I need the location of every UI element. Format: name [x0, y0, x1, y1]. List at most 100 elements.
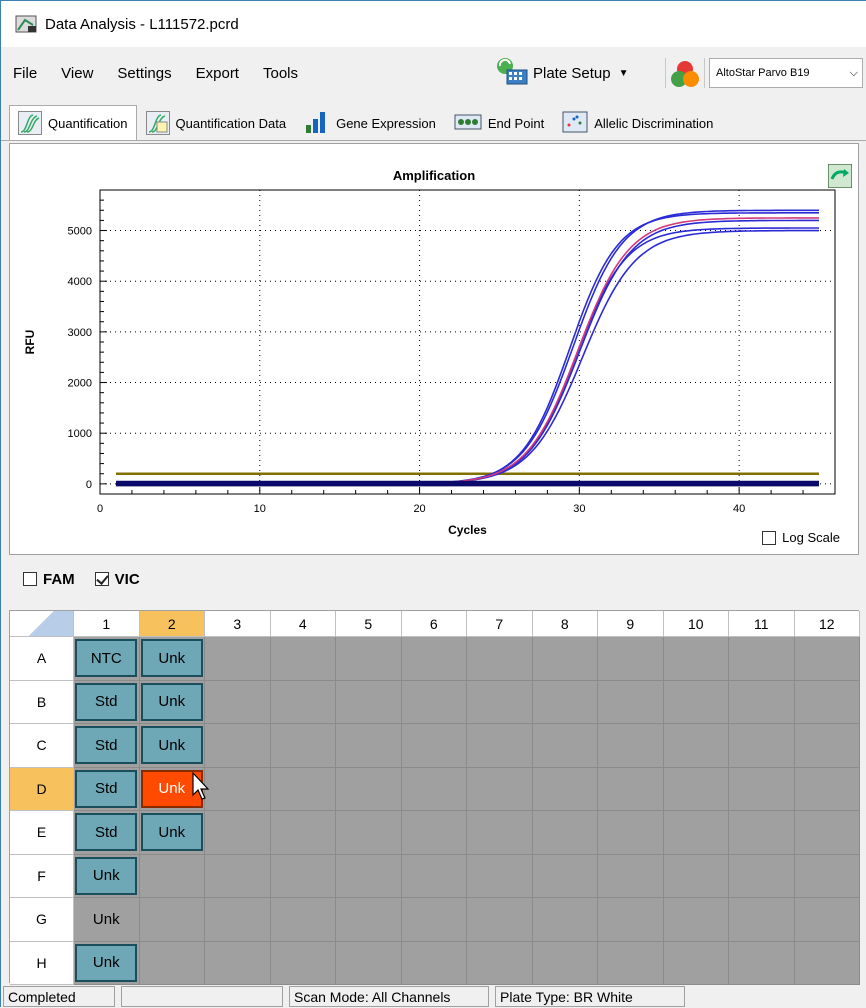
plate-well[interactable]	[532, 724, 598, 768]
column-header[interactable]: 9	[598, 611, 664, 637]
plate-well[interactable]	[794, 941, 860, 985]
plate-well[interactable]	[729, 898, 795, 942]
column-header[interactable]: 10	[663, 611, 729, 637]
tab-gene-expression[interactable]: Gene Expression	[295, 106, 445, 140]
plate-well[interactable]	[729, 680, 795, 724]
plate-well[interactable]	[663, 767, 729, 811]
tab-end-point[interactable]: End Point	[445, 106, 553, 140]
plate-well[interactable]	[663, 898, 729, 942]
plate-well[interactable]	[729, 854, 795, 898]
plate-well[interactable]: Unk	[139, 680, 205, 724]
plate-well[interactable]	[139, 898, 205, 942]
plate-well[interactable]	[663, 637, 729, 681]
plate-setup-button[interactable]: Plate Setup ▼	[495, 57, 628, 89]
column-header[interactable]: 1	[74, 611, 140, 637]
plate-well[interactable]	[598, 724, 664, 768]
tab-allelic-discrimination[interactable]: Allelic Discrimination	[553, 106, 722, 140]
plate-well[interactable]	[401, 724, 467, 768]
plate-well[interactable]	[794, 637, 860, 681]
plate-well[interactable]	[270, 724, 336, 768]
plate-well[interactable]	[336, 854, 402, 898]
chart-zoom-button[interactable]	[828, 164, 852, 188]
plate-well[interactable]	[467, 767, 533, 811]
plate-well[interactable]	[401, 680, 467, 724]
plate-well[interactable]	[532, 941, 598, 985]
column-header[interactable]: 5	[336, 611, 402, 637]
plate-well[interactable]	[729, 941, 795, 985]
menu-settings[interactable]: Settings	[117, 64, 172, 82]
plate-well[interactable]: Unk	[74, 898, 140, 942]
plate-well[interactable]	[467, 637, 533, 681]
plate-well[interactable]	[729, 811, 795, 855]
plate-well[interactable]	[598, 941, 664, 985]
tab-quantification[interactable]: Quantification	[9, 105, 137, 140]
tab-quantification-data[interactable]: Quantification Data	[137, 106, 296, 140]
plate-well[interactable]	[401, 898, 467, 942]
row-header[interactable]: A	[10, 637, 74, 681]
plate-well[interactable]: Unk	[139, 811, 205, 855]
plate-well[interactable]: Unk	[139, 637, 205, 681]
plate-well[interactable]	[401, 767, 467, 811]
column-header[interactable]: 3	[205, 611, 271, 637]
plate-well[interactable]	[794, 680, 860, 724]
plate-well[interactable]	[663, 680, 729, 724]
plate-well[interactable]	[467, 854, 533, 898]
plate-well[interactable]: Unk	[74, 941, 140, 985]
chevron-down-icon[interactable]: ▼	[618, 67, 629, 79]
plate-well[interactable]	[270, 941, 336, 985]
plate-well[interactable]: NTC	[74, 637, 140, 681]
plate-well[interactable]	[205, 767, 271, 811]
menu-export[interactable]: Export	[195, 64, 239, 82]
plate-well[interactable]	[467, 724, 533, 768]
column-header[interactable]: 6	[401, 611, 467, 637]
plate-well[interactable]	[467, 811, 533, 855]
plate-well[interactable]	[336, 941, 402, 985]
plate-well[interactable]	[794, 898, 860, 942]
plate-well[interactable]	[270, 811, 336, 855]
plate-well[interactable]	[139, 854, 205, 898]
plate-well[interactable]	[205, 811, 271, 855]
plate-well[interactable]	[532, 854, 598, 898]
row-header[interactable]: D	[10, 767, 74, 811]
plate-well[interactable]	[467, 680, 533, 724]
plate-well[interactable]	[794, 811, 860, 855]
plate-well[interactable]	[467, 898, 533, 942]
log-scale-toggle[interactable]: Log Scale	[762, 530, 840, 545]
column-header[interactable]: 8	[532, 611, 598, 637]
plate-well[interactable]	[598, 767, 664, 811]
row-header[interactable]: E	[10, 811, 74, 855]
column-header[interactable]: 7	[467, 611, 533, 637]
row-header[interactable]: F	[10, 854, 74, 898]
column-header[interactable]: 12	[794, 611, 860, 637]
plate-well[interactable]	[663, 854, 729, 898]
plate-well[interactable]	[729, 767, 795, 811]
vic-checkbox[interactable]	[94, 572, 109, 586]
plate-well[interactable]: Unk	[139, 724, 205, 768]
plate-well[interactable]	[336, 767, 402, 811]
plate-well[interactable]	[205, 637, 271, 681]
plate-well[interactable]	[532, 898, 598, 942]
plate-well[interactable]	[794, 767, 860, 811]
plate-well[interactable]	[336, 637, 402, 681]
plate-well[interactable]	[336, 680, 402, 724]
plate-well[interactable]: Unk	[74, 854, 140, 898]
plate-well[interactable]	[270, 637, 336, 681]
column-header[interactable]: 4	[270, 611, 336, 637]
plate-well[interactable]	[663, 811, 729, 855]
plate-well[interactable]: Std	[74, 724, 140, 768]
plate-well[interactable]	[270, 854, 336, 898]
plate-well[interactable]	[532, 767, 598, 811]
plate-well[interactable]	[336, 898, 402, 942]
plate-well[interactable]	[336, 724, 402, 768]
plate-well[interactable]: Std	[74, 811, 140, 855]
plate-well[interactable]	[532, 680, 598, 724]
plate-well[interactable]	[270, 767, 336, 811]
plate-well[interactable]	[401, 941, 467, 985]
plate-well[interactable]	[205, 680, 271, 724]
plate-well[interactable]	[401, 811, 467, 855]
fam-checkbox[interactable]	[23, 572, 37, 586]
plate-well[interactable]	[663, 941, 729, 985]
plate-corner-select-all[interactable]	[10, 611, 74, 637]
plate-well[interactable]	[598, 680, 664, 724]
column-header[interactable]: 11	[729, 611, 795, 637]
